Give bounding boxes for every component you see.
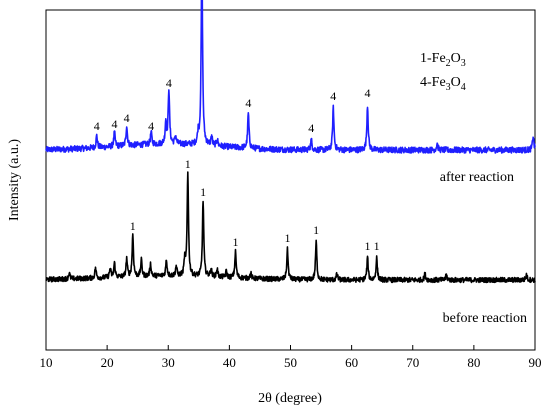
- series-line-after-reaction: [45, 0, 536, 154]
- series-label-before-reaction: before reaction: [443, 311, 527, 326]
- peak-label: 1: [313, 223, 319, 237]
- peak-label: 1: [232, 235, 238, 249]
- peak-label: 4: [124, 111, 130, 125]
- x-axis-title: 2θ (degree): [258, 391, 322, 406]
- peak-label: 1: [200, 185, 206, 199]
- peak-label: 4: [330, 89, 336, 103]
- peak-label: 4: [245, 96, 251, 110]
- x-tick-label: 40: [223, 355, 236, 370]
- legend: 1-Fe2O3 4-Fe3O4: [420, 51, 466, 93]
- x-tick-label: 20: [101, 355, 114, 370]
- legend-entry-fe3o4: 4-Fe3O4: [420, 75, 466, 93]
- peak-labels: 444444444411111111: [94, 76, 380, 253]
- x-tick-label: 90: [529, 355, 542, 370]
- series-line-before-reaction: [45, 171, 536, 284]
- series-label-after-reaction: after reaction: [440, 170, 514, 185]
- x-tick-label: 70: [406, 355, 419, 370]
- x-tick-label: 10: [40, 355, 53, 370]
- peak-label: 4: [94, 119, 100, 133]
- peak-label: 4: [166, 76, 172, 90]
- peak-label: 1: [185, 157, 191, 171]
- x-tick-label: 80: [467, 355, 480, 370]
- peak-label: 1: [130, 219, 136, 233]
- x-axis-ticks: 10 20 30 40 50 60 70 80 90: [40, 345, 542, 370]
- peak-label: 1: [365, 239, 371, 253]
- x-tick-label: 60: [345, 355, 358, 370]
- peak-label: 4: [148, 119, 154, 133]
- peak-label: 4: [365, 86, 371, 100]
- y-axis-title: Intensity (a.u.): [7, 139, 22, 221]
- peak-label: 4: [308, 121, 314, 135]
- peak-label: 4: [111, 117, 117, 131]
- legend-entry-fe2o3: 1-Fe2O3: [420, 51, 466, 69]
- peak-label: 1: [284, 231, 290, 245]
- x-tick-label: 30: [162, 355, 175, 370]
- x-tick-label: 50: [284, 355, 297, 370]
- series-lines: [45, 0, 536, 284]
- peak-label: 1: [374, 239, 380, 253]
